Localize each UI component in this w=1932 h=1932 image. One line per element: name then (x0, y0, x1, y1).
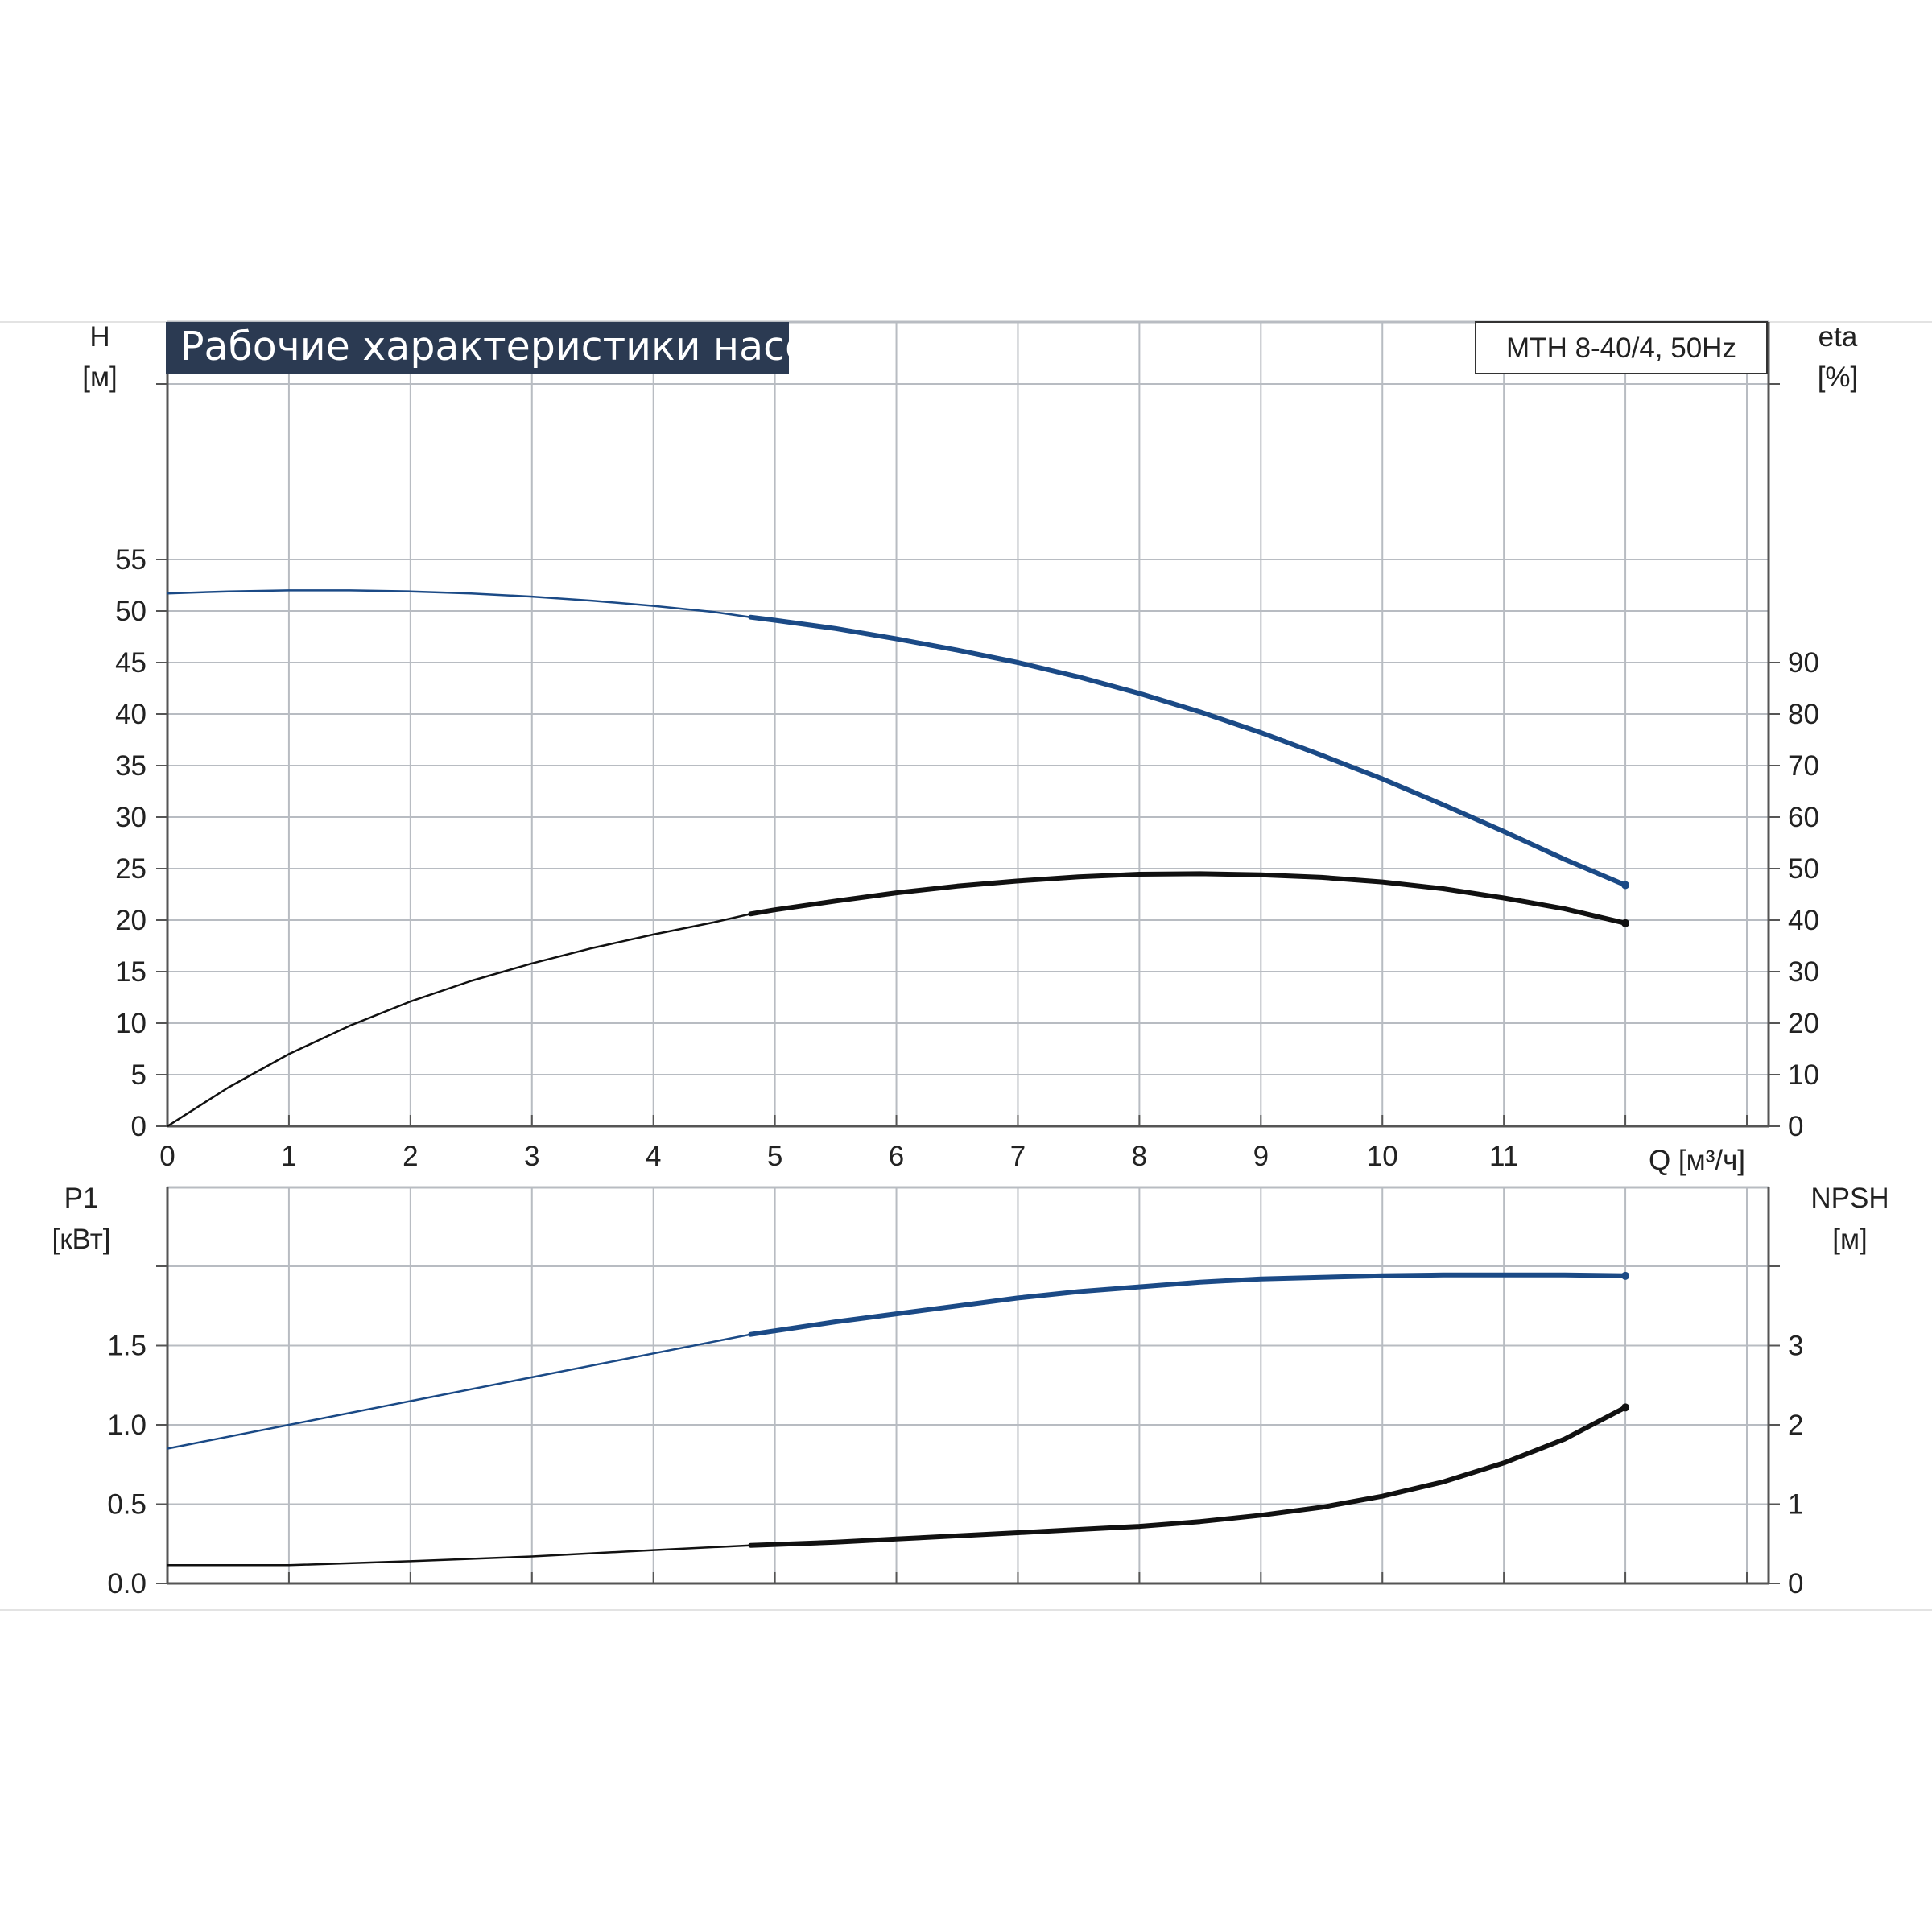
bot-series-1-thin (167, 1544, 751, 1567)
top-title-box: Рабочие характеристики насоса (166, 322, 855, 374)
top-x-tick-label: 3 (524, 1141, 539, 1172)
top-x-tick-label: 8 (1132, 1141, 1147, 1172)
top-grid (167, 320, 1769, 1127)
model-box-border (1475, 321, 1768, 374)
top-series-0-endpoint (1621, 881, 1630, 890)
chart-title: Рабочие характеристики насоса (180, 324, 855, 369)
bottom-series (167, 1271, 1630, 1567)
top-right-tick-label: 70 (1788, 750, 1819, 782)
bot-series-0-thin (167, 1333, 751, 1450)
top-right-tick-label: 10 (1788, 1059, 1819, 1091)
bot-left-tick-label: 0.5 (107, 1489, 147, 1521)
bot-right-tick-label: 3 (1788, 1331, 1803, 1362)
top-series-1-thin (167, 913, 751, 1128)
npsh-axis-unit: [м] (1832, 1224, 1868, 1255)
head-efficiency-chart: 0510152025303540455055010203040506070809… (82, 320, 1859, 1176)
title-background (166, 322, 789, 374)
top-x-tick-label: 0 (159, 1141, 175, 1172)
top-left-tick-label: 25 (115, 853, 147, 885)
top-x-tick-label: 5 (767, 1141, 782, 1172)
top-x-tick-label: 11 (1489, 1141, 1518, 1172)
eta-axis-unit: [%] (1818, 361, 1859, 393)
npsh-axis-label: NPSH (1810, 1183, 1889, 1214)
bot-series-0-thick (748, 1272, 1629, 1337)
top-series-0-thick (748, 614, 1629, 888)
top-series-1-thick (748, 871, 1629, 926)
top-left-tick-label: 0 (131, 1111, 147, 1142)
bot-series-1-endpoint (1621, 1403, 1630, 1412)
p1-axis-label: P1 (64, 1183, 99, 1214)
top-x-tick-label: 2 (402, 1141, 418, 1172)
bot-series-0-endpoint (1621, 1271, 1630, 1280)
top-tick-labels: 0510152025303540455055010203040506070809… (115, 544, 1819, 1172)
top-plot-frame (156, 322, 1780, 1128)
top-left-tick-label: 35 (115, 750, 147, 782)
top-x-tick-label: 7 (1010, 1141, 1026, 1172)
model-label: MTH 8-40/4, 50Hz (1506, 332, 1736, 364)
top-left-tick-label: 10 (115, 1008, 147, 1039)
eta-axis-label: eta (1818, 321, 1858, 353)
top-x-tick-label: 10 (1367, 1141, 1398, 1172)
top-left-tick-label: 30 (115, 802, 147, 833)
bot-right-tick-label: 0 (1788, 1568, 1803, 1600)
top-x-tick-label: 9 (1253, 1141, 1269, 1172)
h-axis-label: H (89, 321, 109, 353)
power-npsh-chart: 0.0 0.5 1.0 1.5 0 1 2 3 P1 [кВт] NPSH [м] (52, 1183, 1889, 1600)
top-right-tick-label: 0 (1788, 1111, 1803, 1142)
top-left-tick-label: 5 (131, 1059, 147, 1091)
top-x-tick-label: 4 (646, 1141, 661, 1172)
top-right-tick-label: 30 (1788, 956, 1819, 988)
bot-left-tick-label: 0.0 (107, 1568, 147, 1600)
top-right-tick-label: 60 (1788, 802, 1819, 833)
p1-axis-unit: [кВт] (52, 1224, 111, 1255)
top-right-tick-label: 90 (1788, 647, 1819, 679)
bot-right-tick-label: 2 (1788, 1410, 1803, 1441)
top-left-tick-label: 50 (115, 596, 147, 627)
bottom-tick-labels: 0.0 0.5 1.0 1.5 0 1 2 3 (107, 1331, 1803, 1600)
top-x-tick-label: 1 (281, 1141, 296, 1172)
top-right-tick-label: 80 (1788, 699, 1819, 730)
top-right-tick-label: 20 (1788, 1008, 1819, 1039)
top-series-0-thin (167, 589, 751, 618)
model-box: MTH 8-40/4, 50Hz (1475, 321, 1768, 374)
h-axis-unit: [м] (82, 361, 118, 393)
bottom-grid (167, 1186, 1769, 1584)
top-series-1-endpoint (1621, 919, 1630, 927)
bottom-plot-frame (156, 1187, 1780, 1585)
top-x-tick-label: 6 (889, 1141, 904, 1172)
top-left-tick-label: 20 (115, 905, 147, 936)
q-axis-label: Q [м³/ч] (1649, 1145, 1745, 1176)
top-left-tick-label: 55 (115, 544, 147, 576)
top-series (167, 589, 1630, 1128)
top-left-tick-label: 40 (115, 699, 147, 730)
top-left-tick-label: 15 (115, 956, 147, 988)
bot-series-1-thick (748, 1405, 1629, 1548)
bot-right-tick-label: 1 (1788, 1489, 1803, 1521)
bot-left-tick-label: 1.0 (107, 1410, 147, 1441)
bot-left-tick-label: 1.5 (107, 1331, 147, 1362)
top-right-tick-label: 40 (1788, 905, 1819, 936)
top-left-tick-label: 45 (115, 647, 147, 679)
top-right-tick-label: 50 (1788, 853, 1819, 885)
